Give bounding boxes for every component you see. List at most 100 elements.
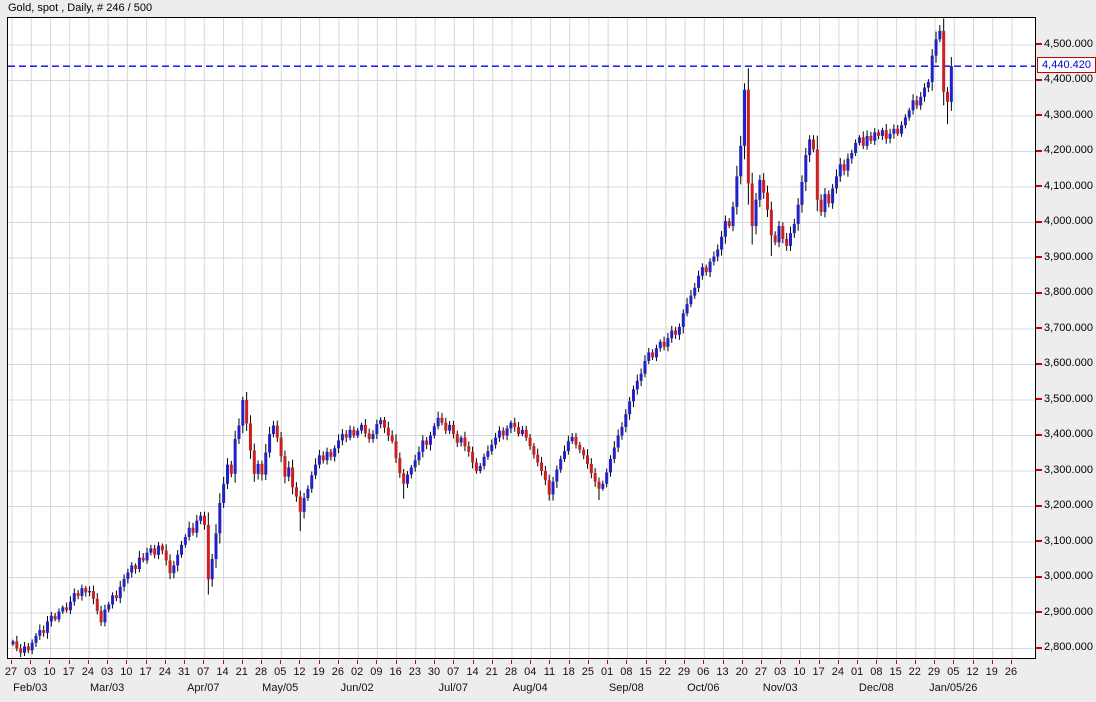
candle [808,139,812,156]
time-axis-day-label: 11 [543,666,556,678]
candle [363,424,367,434]
candle [26,646,30,651]
time-axis-month-label: Jan/05/26 [929,682,978,694]
candle [494,437,498,445]
candle [126,572,130,579]
candle [53,615,57,620]
candle [233,439,237,474]
candle [114,595,118,599]
time-axis-day-label: 13 [716,666,729,678]
candle [137,557,141,569]
time-axis-day-label: 08 [870,666,883,678]
time-axis-tick [510,660,512,664]
candle [383,419,387,428]
candle [647,352,651,361]
time-axis-day-label: 09 [370,666,383,678]
candle [670,330,674,339]
candle [888,133,892,139]
candle [379,419,383,425]
candle [509,422,513,429]
time-axis-day-label: 15 [889,666,902,678]
candle [639,373,643,381]
time-axis-tick [722,660,724,664]
candle [708,261,712,273]
candle [172,565,176,574]
candle [513,422,517,427]
candle [762,179,766,193]
candle [731,206,735,227]
candle [405,474,409,484]
candle [608,458,612,473]
candle [352,429,356,436]
candle [654,348,658,358]
candle [750,183,754,227]
time-axis-tick [972,660,974,664]
price-axis-tick [1036,256,1042,258]
candle [773,235,777,243]
time-axis-tick [68,660,70,664]
candle [651,352,655,358]
candle [517,426,521,435]
time-axis-tick [299,660,301,664]
candle [57,611,61,620]
time-axis-tick [664,660,666,664]
candle [68,601,72,611]
candle [857,137,861,143]
candle [260,463,264,475]
candle [946,91,950,102]
time-axis-day-label: 18 [562,666,575,678]
candle [486,451,490,457]
candle [635,380,639,390]
candle [666,338,670,347]
time-axis-day-label: 04 [524,666,537,678]
candle [245,400,249,424]
candle [831,188,835,204]
candle [210,559,214,580]
time-axis-day-label: 10 [43,666,56,678]
candle [949,66,953,102]
candle [409,467,413,475]
price-axis-label: 3,700.000 [1044,321,1093,334]
candle [252,450,256,474]
time-axis-tick [1010,660,1012,664]
time-axis-tick [164,660,166,664]
candle [141,557,145,561]
candle [520,429,524,435]
time-axis-day-label: 21 [235,666,248,678]
time-axis-day-label: 12 [293,666,306,678]
price-axis-label: 3,400.000 [1044,428,1093,440]
time-axis-day-label: 29 [927,666,941,678]
candle [838,164,842,177]
candle [788,233,792,246]
candle [149,548,153,553]
candle [850,152,854,159]
candle [95,598,99,611]
time-axis-tick [587,660,589,664]
candle [375,424,379,435]
price-axis-tick [1036,611,1042,613]
candle [766,192,770,210]
candle [394,441,398,459]
candle [589,463,593,474]
time-axis-day-label: 16 [389,666,402,678]
candle [283,456,287,477]
price-axis-label: 3,600.000 [1044,357,1093,369]
candle [896,128,900,134]
price-axis-label: 4,400.000 [1044,73,1093,85]
candle [601,483,605,489]
candle [214,533,218,560]
price-chart-plot[interactable] [7,17,1036,659]
time-axis-tick [107,660,109,664]
time-axis-day-label: 17 [139,666,152,678]
candle [677,326,681,335]
candle [448,424,452,431]
time-axis-day-label: 17 [812,666,825,678]
candle [145,552,149,561]
candle [811,139,815,150]
candle [84,588,88,593]
candle [869,135,873,141]
candle [815,149,819,200]
candle [827,194,831,204]
time-axis-day-label: 07 [447,666,460,678]
price-axis-tick [1036,291,1042,294]
